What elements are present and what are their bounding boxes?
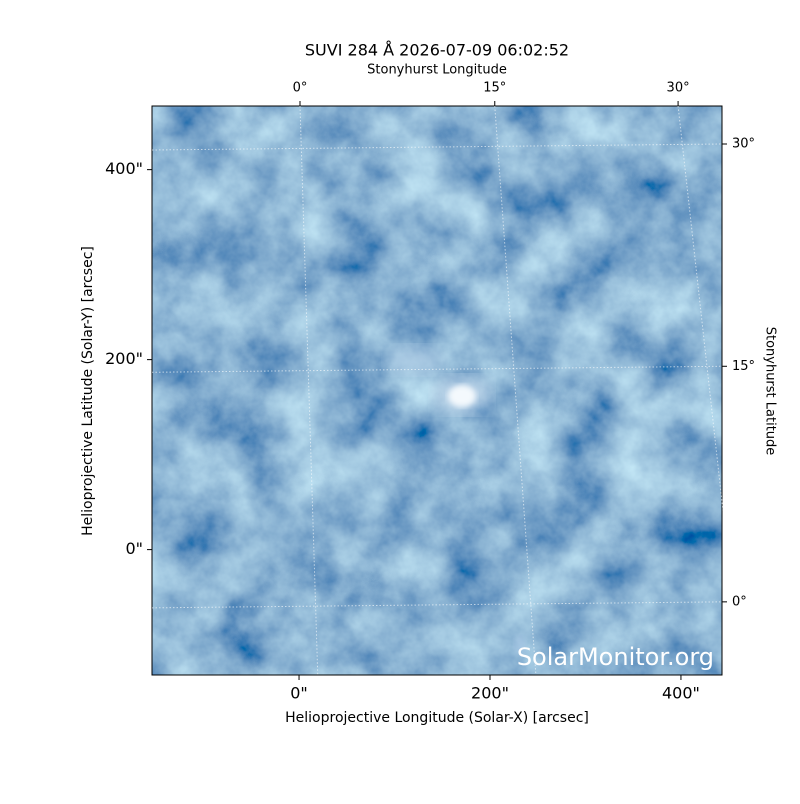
top-axis-label: Stonyhurst Longitude — [367, 63, 507, 78]
y-tick-label: 0" — [125, 539, 143, 558]
solar-image — [152, 106, 722, 675]
longitude-grid-line — [494, 105, 537, 676]
plot-frame — [151, 105, 723, 676]
right-axis-label: Stonyhurst Latitude — [763, 327, 778, 456]
chart-title: SUVI 284 Å 2026-07-09 06:02:52 — [305, 41, 569, 60]
top-tick-label: 0° — [293, 81, 308, 96]
longitude-grid-line — [677, 105, 742, 676]
top-tick-label: 15° — [483, 81, 506, 96]
right-tick-label: 30° — [732, 136, 755, 151]
x-tick-label: 0" — [290, 684, 308, 703]
x-tick-label: 400" — [662, 684, 700, 703]
y-axis-label: Helioprojective Latitude (Solar-Y) [arcs… — [80, 246, 96, 536]
x-tick-label: 200" — [471, 684, 509, 703]
longitude-grid-line — [299, 105, 319, 676]
top-tick-label: 30° — [667, 81, 690, 96]
latitude-grid-line — [151, 601, 723, 609]
latitude-grid-line — [151, 365, 723, 373]
watermark: SolarMonitor.org — [517, 643, 714, 671]
x-axis-label: Helioprojective Longitude (Solar-X) [arc… — [285, 710, 589, 726]
y-tick-label: 400" — [105, 159, 143, 178]
right-tick-label: 0° — [732, 594, 747, 609]
latitude-grid-line — [151, 143, 723, 151]
right-tick-label: 15° — [732, 359, 755, 374]
y-tick-label: 200" — [105, 349, 143, 368]
